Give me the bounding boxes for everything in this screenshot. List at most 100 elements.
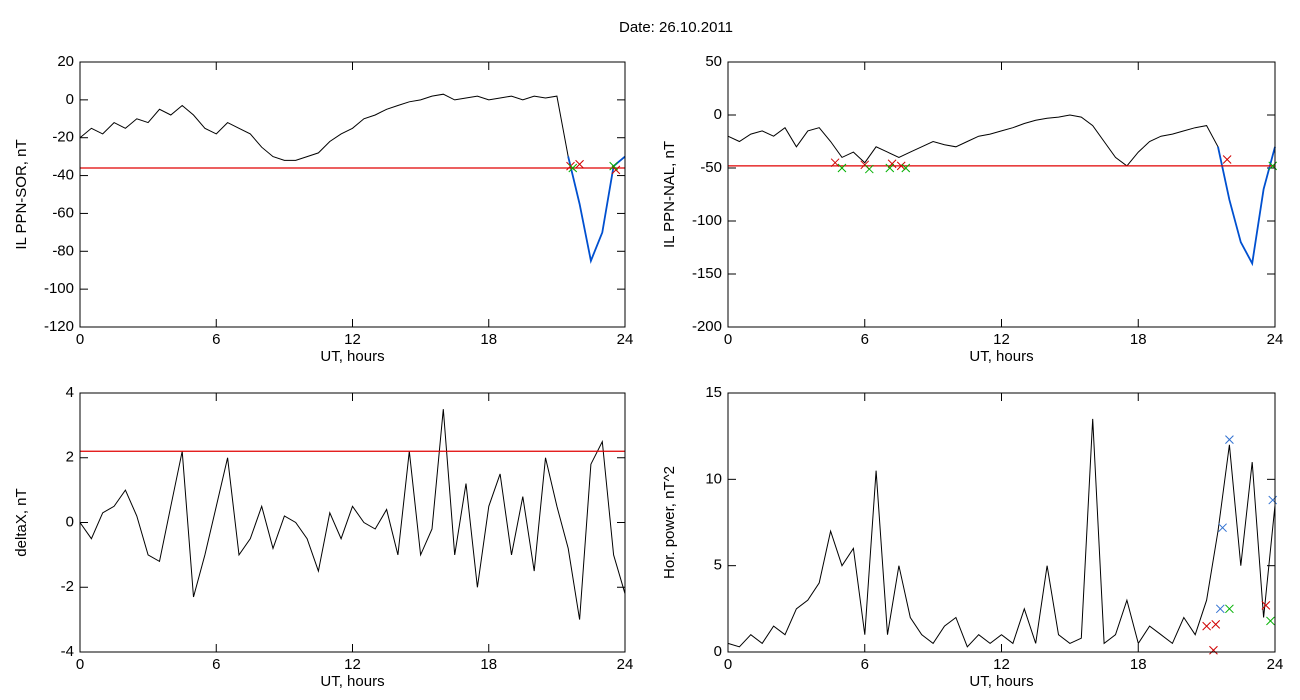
cross-stroke (837, 163, 847, 173)
x-tick-label: 12 (344, 656, 361, 673)
cross-stroke (896, 161, 906, 171)
y-tick-label: -20 (52, 129, 74, 146)
cross-stroke (609, 161, 618, 171)
y-tick-label: -100 (44, 280, 74, 297)
y-tick-label: 10 (705, 470, 722, 487)
panel: -200 -150 -100 -50 0 50 0 6 12 18 24 UT, hours IL PP… (661, 53, 1283, 365)
cross-stroke (575, 159, 584, 169)
y-tick-label: -60 (52, 204, 74, 221)
panel: 0 5 10 15 0 6 12 18 24 UT, hours Hor. power, nT^2 (661, 384, 1283, 690)
data-line (79, 409, 626, 620)
cross-stroke (1261, 601, 1271, 610)
cross-stroke (1222, 155, 1232, 164)
y-tick-label: 0 (66, 513, 74, 530)
data-line (79, 93, 626, 263)
y-axis-label: IL PPN-NAL, nT (661, 141, 678, 248)
x-tick-label: 12 (344, 331, 361, 348)
y-axis-label: IL PPN-SOR, nT (13, 139, 30, 249)
cross-marker (609, 161, 618, 171)
cross-stroke (611, 165, 621, 175)
x-axis-label: UT, hours (969, 673, 1033, 690)
plot-frame (79, 392, 626, 653)
cross-marker (611, 165, 621, 175)
cross-stroke (901, 163, 911, 173)
cross-marker (1218, 523, 1227, 533)
x-tick-label: 12 (993, 656, 1010, 673)
cross-stroke (568, 163, 578, 173)
cross-stroke (1202, 621, 1211, 631)
data-line (727, 418, 1276, 648)
cross-stroke (1225, 604, 1234, 614)
y-axis-label: deltaX, nT (13, 488, 30, 556)
cross-marker (1222, 155, 1232, 164)
cross-stroke (1209, 645, 1218, 655)
x-tick-label: 24 (617, 656, 634, 673)
page-title: Date: 26.10.2011 (619, 19, 733, 36)
y-tick-label: -4 (61, 643, 74, 660)
y-tick-label: -50 (700, 159, 722, 176)
y-tick-label: 2 (66, 449, 74, 466)
y-tick-label: -200 (692, 318, 722, 335)
cross-stroke (1215, 604, 1225, 614)
x-axis-label: UT, hours (969, 348, 1033, 365)
cross-marker (1209, 645, 1218, 655)
y-tick-label: 0 (714, 106, 722, 123)
x-tick-label: 24 (617, 331, 634, 348)
cross-marker (885, 163, 895, 173)
x-tick-label: 18 (480, 331, 497, 348)
cross-stroke (1266, 616, 1275, 626)
x-tick-label: 18 (480, 656, 497, 673)
y-tick-label: -80 (52, 242, 74, 259)
x-tick-label: 0 (724, 331, 732, 348)
y-tick-label: 0 (66, 91, 74, 108)
cross-marker (896, 161, 906, 171)
x-axis-label: UT, hours (320, 348, 384, 365)
cross-stroke (1218, 523, 1227, 533)
y-axis-label: Hor. power, nT^2 (661, 466, 678, 579)
cross-stroke (860, 160, 870, 170)
x-tick-label: 18 (1130, 656, 1147, 673)
cross-stroke (830, 158, 840, 168)
cross-marker (830, 158, 840, 168)
cross-stroke (1225, 435, 1234, 444)
y-tick-label: -150 (692, 265, 722, 282)
data-line (727, 114, 1276, 265)
cross-marker (1266, 616, 1275, 626)
y-tick-label: -120 (44, 318, 74, 335)
cross-marker (1268, 495, 1278, 505)
y-tick-label: 50 (705, 53, 722, 70)
cross-marker (887, 159, 897, 169)
data-line (1217, 146, 1276, 267)
x-tick-label: 0 (724, 656, 732, 673)
panel: -120 -100 -80 -60 -40 -20 0 20 0 6 12 18 24 UT, hours… (13, 53, 633, 365)
x-tick-label: 6 (861, 656, 869, 673)
cross-stroke (864, 164, 874, 174)
x-tick-label: 12 (993, 331, 1010, 348)
cross-stroke (1211, 620, 1221, 629)
cross-marker (901, 163, 911, 173)
y-tick-label: -100 (692, 212, 722, 229)
y-tick-label: 5 (714, 557, 722, 574)
plot-frame (79, 61, 626, 328)
cross-marker (1215, 604, 1225, 614)
cross-marker (864, 164, 874, 174)
plot-frame (727, 392, 1276, 653)
x-axis-label: UT, hours (320, 673, 384, 690)
y-tick-label: 0 (714, 643, 722, 660)
x-tick-label: 24 (1267, 656, 1284, 673)
cross-stroke (887, 159, 897, 169)
cross-marker (1202, 621, 1211, 631)
x-tick-label: 0 (76, 331, 84, 348)
x-tick-label: 6 (861, 331, 869, 348)
x-tick-label: 6 (212, 656, 220, 673)
cross-marker (1225, 604, 1234, 614)
cross-marker (575, 159, 584, 169)
y-tick-label: -40 (52, 167, 74, 184)
x-tick-label: 24 (1267, 331, 1284, 348)
y-tick-label: 4 (66, 384, 74, 401)
cross-marker (1225, 435, 1234, 444)
y-tick-label: 15 (705, 384, 722, 401)
cross-marker (568, 163, 578, 173)
